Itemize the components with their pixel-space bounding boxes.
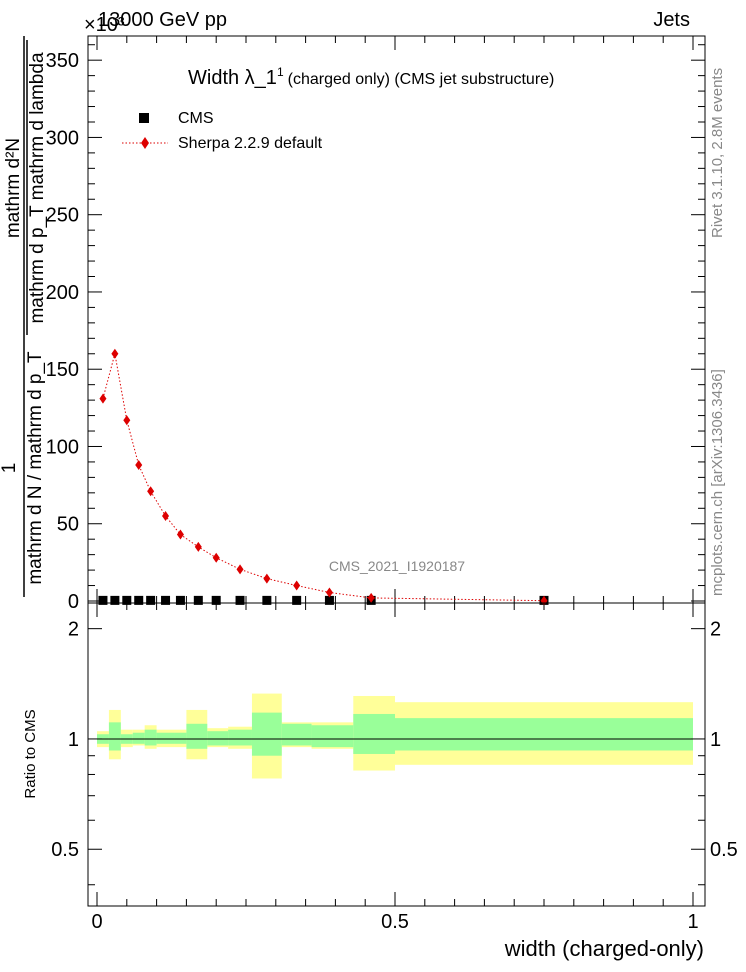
sherpa-point	[147, 486, 155, 497]
main-y-tick-label: 250	[46, 205, 79, 227]
main-x-ticks	[96, 36, 694, 603]
ratio-inner-band	[207, 731, 229, 746]
main-series	[98, 348, 549, 606]
cms-point	[110, 595, 120, 605]
legend-cms-label: CMS	[178, 110, 214, 127]
main-y-tick-label: 350	[46, 50, 79, 72]
sherpa-point	[99, 393, 107, 404]
ratio-ylabel: Ratio to CMS	[22, 709, 39, 798]
ratio-inner-band	[186, 723, 208, 749]
main-y-tick-label: 0	[68, 591, 79, 613]
ratio-inner-band	[132, 732, 145, 744]
main-y-tick-label: 100	[46, 436, 79, 458]
chart-title: Width λ_11 (charged only) (CMS jet substr…	[188, 65, 554, 89]
sherpa-point	[212, 552, 220, 563]
mcplots-label: mcplots.cern.ch [arXiv:1306.3436]	[709, 369, 726, 596]
ratio-inner-band	[108, 722, 121, 751]
cms-point	[235, 595, 245, 605]
ratio-y-tick-label: 0.5	[51, 839, 79, 861]
analysis-label: CMS_2021_I1920187	[329, 558, 465, 574]
sherpa-point	[135, 460, 143, 471]
sherpa-point	[162, 511, 170, 522]
ylabel-numerator: 1	[0, 463, 20, 474]
energy-label: 13000 GeV pp	[98, 9, 227, 31]
sherpa-point	[111, 348, 119, 359]
ratio-panel: 0.5 0.51 12 2 0 0.5 1 Ratio to CMS width (cha…	[22, 602, 738, 961]
x-tick-label: 0.5	[381, 911, 409, 933]
main-y-tick-label: 50	[57, 514, 79, 536]
ratio-bands	[97, 693, 693, 779]
ratio-inner-band	[156, 732, 175, 744]
cms-point	[324, 595, 334, 605]
sherpa-point	[176, 529, 184, 540]
ratio-inner-band	[174, 732, 187, 744]
main-y-tick-label: 200	[46, 282, 79, 304]
ratio-y-tick-label-right: 0.5	[710, 839, 738, 861]
ratio-y-tick-label: 2	[68, 619, 79, 641]
ylabel-denominator: mathrm d N / mathrm d p_T	[25, 351, 46, 585]
sherpa-point	[325, 587, 333, 598]
ylabel-main-top: mathrm d²N	[3, 138, 24, 238]
cms-point	[146, 595, 156, 605]
ratio-x-axis: 0 0.5 1	[91, 603, 699, 933]
x-tick-label: 0	[91, 911, 102, 933]
ratio-y-axis: 0.5 0.5 1 1 2 2	[51, 619, 738, 886]
cms-point	[211, 595, 221, 605]
ratio-y-tick-label: 1	[68, 729, 79, 751]
ratio-y-tick-label-right: 2	[710, 619, 721, 641]
main-panel: 0 50 100 150 200 250 300 350 Width λ_11 (charged…	[46, 35, 706, 613]
cms-point	[292, 595, 302, 605]
sherpa-point	[236, 564, 244, 575]
ratio-inner-band	[228, 729, 252, 746]
sherpa-point	[263, 573, 271, 584]
ratio-inner-band	[395, 718, 693, 751]
cms-point	[161, 595, 171, 605]
ratio-inner-band	[144, 729, 157, 746]
legend-cms-marker	[139, 113, 149, 123]
rivet-label: Rivet 3.1.10, 2.8M events	[709, 68, 726, 238]
ratio-inner-band	[353, 713, 395, 754]
ratio-inner-band	[251, 712, 282, 756]
legend-sherpa-marker	[141, 137, 149, 149]
main-y-tick-label: 300	[46, 127, 79, 149]
cms-point	[122, 595, 132, 605]
ratio-y-tick-label-right: 1	[710, 729, 721, 751]
exponent-label: ×10³	[84, 14, 125, 36]
cms-point	[175, 595, 185, 605]
ratio-inner-band	[281, 723, 312, 746]
x-axis-label: width (charged-only)	[504, 936, 704, 961]
sherpa-point	[367, 592, 375, 603]
cms-point	[262, 595, 272, 605]
cms-point	[134, 595, 144, 605]
sherpa-point	[293, 580, 301, 591]
process-label: Jets	[653, 9, 690, 31]
sherpa-point	[123, 415, 131, 426]
cms-point	[193, 595, 203, 605]
legend: CMS Sherpa 2.2.9 default	[122, 110, 323, 152]
legend-sherpa-label: Sherpa 2.2.9 default	[178, 135, 323, 152]
ratio-frame	[87, 602, 706, 907]
main-y-title: 1 mathrm d N / mathrm d p_T mathrm d²N m…	[0, 36, 48, 597]
sherpa-line	[102, 353, 545, 602]
x-tick-label: 1	[687, 911, 698, 933]
ylabel-main-bottom: mathrm d p_T mathrm d lambda	[27, 52, 48, 323]
ratio-inner-band	[311, 725, 354, 748]
main-y-axis: 0 50 100 150 200 250 300 350	[46, 44, 705, 613]
main-y-tick-label: 150	[46, 359, 79, 381]
sherpa-point	[194, 541, 202, 552]
cms-point	[98, 595, 108, 605]
